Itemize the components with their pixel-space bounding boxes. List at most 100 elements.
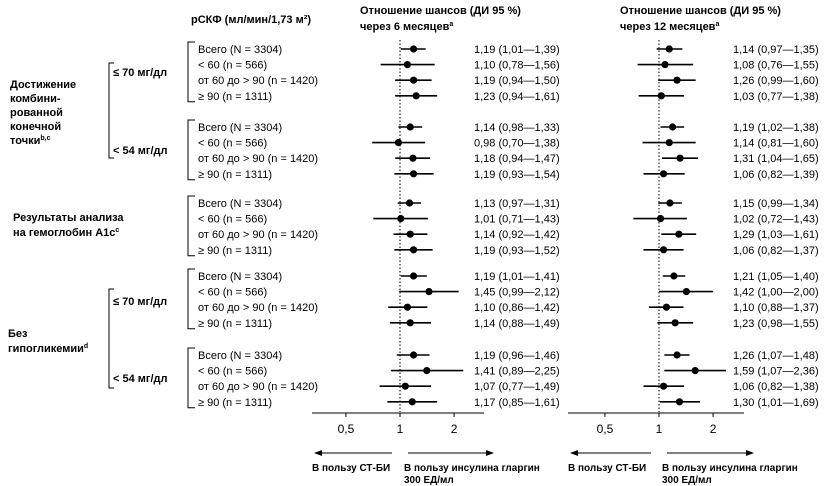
x-tick-label: 2	[451, 422, 458, 436]
group-bracket	[187, 268, 195, 330]
forest-row-6m: 1,19 (1,01—1,41)	[400, 271, 560, 283]
or-point	[412, 92, 420, 100]
or-value-text: 1,19 (0,94—1,50)	[474, 75, 560, 87]
group-bracket	[187, 347, 195, 409]
row-label: от 60 до > 90 (n = 1420)	[198, 153, 318, 165]
outer-bracket	[108, 288, 114, 389]
subgroup-label: < 54 мг/дл	[113, 145, 168, 157]
forest-row-12m: 1,21 (1,05—1,40)	[662, 271, 819, 283]
or-point	[406, 123, 414, 131]
forest-row-12m: 1,06 (0,82—1,37)	[643, 245, 819, 257]
subgroup-label: < 54 мг/дл	[113, 373, 168, 385]
or-point	[675, 398, 684, 406]
forest-row-6m: 1,10 (0,86—1,42)	[388, 302, 560, 314]
or-point	[673, 76, 681, 84]
or-point	[409, 154, 417, 162]
section-title-line: точкиb,c	[10, 135, 51, 147]
forest-row-12m: 1,06 (0,82—1,39)	[643, 169, 819, 181]
or-value-text: 1,06 (0,82—1,37)	[733, 245, 819, 257]
forest-row-12m: 1,06 (0,82—1,38)	[643, 381, 819, 393]
or-value-text: 1,23 (0,98—1,55)	[733, 318, 819, 330]
row-label: от 60 до > 90 (n = 1420)	[198, 302, 318, 314]
or-value-text: 1,01 (0,71—1,43)	[474, 214, 560, 226]
or-value-text: 1,10 (0,88—1,37)	[733, 302, 819, 314]
or-point	[670, 272, 678, 280]
forest-row-6m: 1,01 (0,71—1,43)	[373, 214, 560, 226]
forest-row-6m: 1,41 (0,89—2,25)	[390, 366, 560, 378]
or-point	[423, 367, 431, 375]
favor-left-label-6m: В пользу СТ-БИ	[312, 463, 390, 474]
row-label: от 60 до > 90 (n = 1420)	[198, 381, 318, 393]
forest-row-6m: 1,07 (0,77—1,49)	[379, 381, 560, 393]
or-value-text: 1,14 (0,81—1,60)	[733, 138, 819, 150]
row-label: ≥ 90 (n = 1311)	[198, 169, 272, 181]
or6-header-line1: Отношение шансов (ДИ 95 %)	[360, 5, 521, 17]
or-point	[657, 92, 665, 100]
row-label: < 60 (n = 566)	[198, 60, 267, 72]
or12-header-line1: Отношение шансов (ДИ 95 %)	[620, 5, 781, 17]
row-label: ≥ 90 (n = 1311)	[198, 318, 272, 330]
favor-right-label-12m-line2: 300 ЕД/мл	[662, 475, 712, 486]
x-tick-label: 0,5	[597, 422, 614, 436]
forest-row-12m: 1,26 (0,99—1,60)	[658, 75, 819, 87]
forest-row-12m: 1,19 (1,02—1,38)	[660, 122, 819, 134]
forest-row-6m: 1,19 (0,96—1,46)	[396, 350, 560, 362]
row-label: Всего (N = 3304)	[198, 122, 282, 134]
or-value-text: 1,26 (0,99—1,60)	[733, 75, 819, 87]
or12-header-line2: через 12 месяцевa	[620, 21, 719, 33]
arrow-head	[746, 450, 754, 456]
section-title-line: комбини-	[10, 93, 61, 105]
or-value-text: 1,10 (0,86—1,42)	[474, 302, 560, 314]
or-point	[659, 382, 668, 390]
or-value-text: 1,29 (1,03—1,61)	[733, 229, 819, 241]
section-title-line: Без	[8, 328, 28, 340]
or-point	[666, 199, 674, 207]
row-label: Всего (N = 3304)	[198, 44, 282, 56]
or-point	[406, 319, 414, 327]
forest-row-6m: 1,19 (0,94—1,50)	[395, 75, 560, 87]
outer-brackets	[108, 62, 114, 389]
forest-row-12m: 1,02 (0,72—1,43)	[633, 214, 819, 226]
or-point	[403, 61, 412, 69]
row-label: от 60 до > 90 (n = 1420)	[198, 229, 318, 241]
or-value-text: 1,59 (1,07—2,36)	[733, 366, 819, 378]
forest-row-6m: 1,19 (0,93—1,54)	[394, 169, 560, 181]
forest-row-6m: 1,23 (0,94—1,61)	[395, 91, 560, 103]
or-value-text: 0,98 (0,70—1,38)	[474, 138, 560, 150]
row-label: < 60 (n = 566)	[198, 366, 267, 378]
x-tick-label: 0,5	[338, 422, 355, 436]
section-title-line: Достижение	[10, 79, 76, 91]
row-label: < 60 (n = 566)	[198, 287, 267, 299]
or-point	[425, 288, 433, 296]
forest-row-12m: 1,30 (1,01—1,69)	[659, 397, 819, 409]
or-value-text: 1,14 (0,88—1,49)	[474, 318, 560, 330]
favor-right-label-6m-line1: В пользу инсулина гларгин	[404, 463, 540, 474]
or-point	[675, 230, 683, 238]
egfr-header: рСКФ (мл/мин/1,73 м²)	[191, 14, 311, 26]
forest-row-6m: 1,13 (0,97—1,31)	[397, 198, 560, 210]
or-value-text: 1,06 (0,82—1,39)	[733, 169, 819, 181]
forest-row-6m: 1,14 (0,98—1,33)	[398, 122, 560, 134]
row-label: ≥ 90 (n = 1311)	[198, 397, 272, 409]
or-point	[401, 382, 409, 390]
forest-row-6m: 1,19 (0,93—1,52)	[394, 245, 560, 257]
row-label: ≥ 90 (n = 1311)	[198, 245, 272, 257]
forest-row-12m: 1,08 (0,76—1,55)	[637, 60, 819, 72]
section-title-line: гипогликемииd	[8, 343, 88, 355]
row-label: Всего (N = 3304)	[198, 271, 282, 283]
or-point	[403, 303, 412, 311]
forest-row-6m: 1,14 (0,88—1,49)	[390, 318, 560, 330]
favor-left-label-12m: В пользу СТ-БИ	[568, 463, 646, 474]
forest-row-12m: 1,23 (0,98—1,55)	[657, 318, 819, 330]
or-point	[409, 246, 418, 254]
or-value-text: 1,26 (1,07—1,48)	[733, 350, 819, 362]
forest-row-6m: 1,18 (0,94—1,47)	[395, 153, 560, 165]
or-value-text: 1,13 (0,97—1,31)	[474, 198, 560, 210]
forest-row-12m: 1,14 (0,97—1,35)	[656, 44, 819, 56]
or6-header-line2: через 6 месяцевa	[360, 21, 453, 33]
or-point	[671, 319, 679, 327]
subgroup-label: ≤ 70 мг/дл	[113, 67, 167, 79]
x-tick-label: 2	[710, 422, 717, 436]
forest-row-12m: 1,10 (0,88—1,37)	[649, 302, 819, 314]
